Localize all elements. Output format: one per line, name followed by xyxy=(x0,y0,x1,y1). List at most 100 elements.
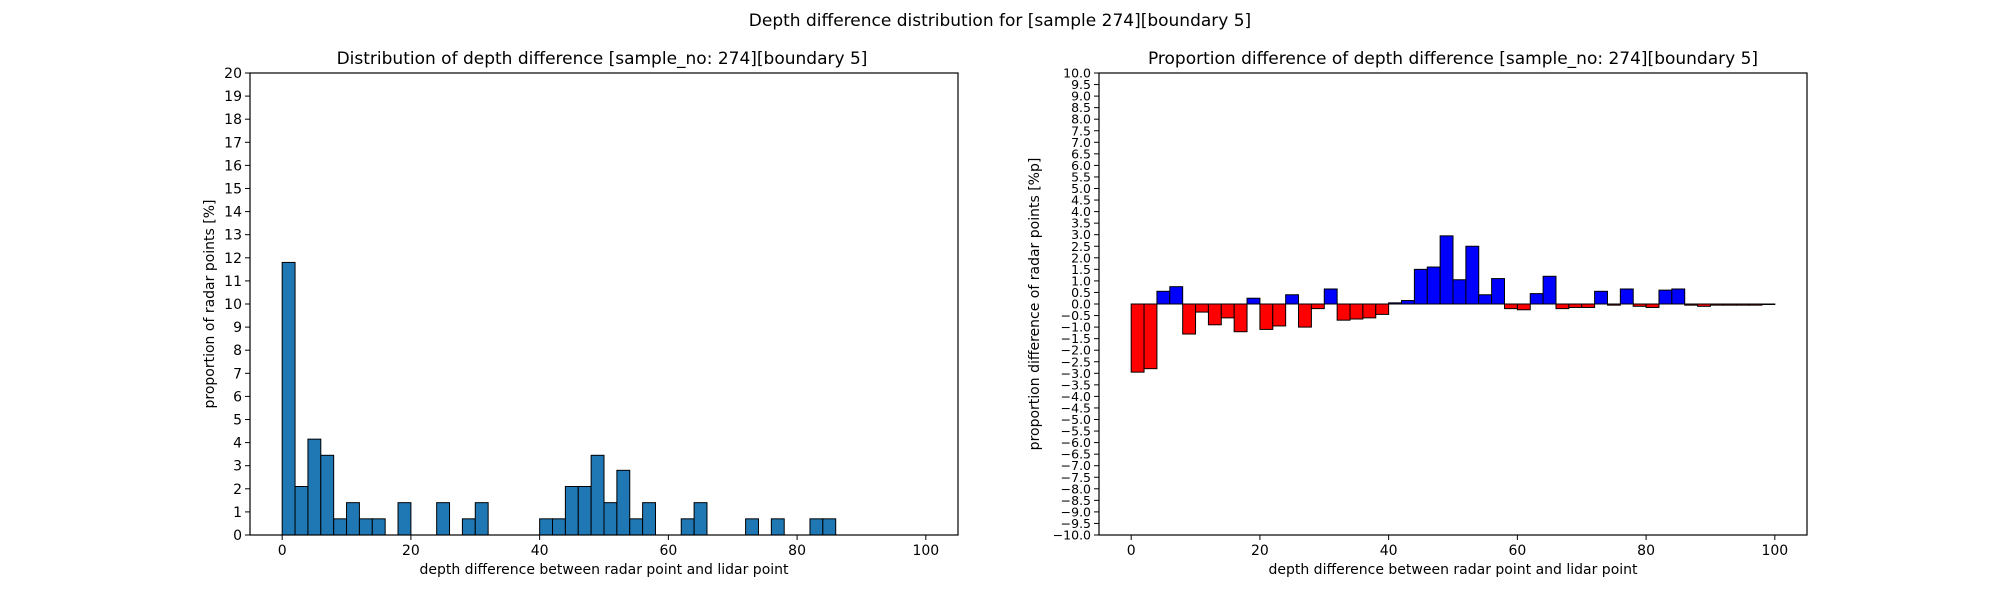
right-y-tick-label: −0.5 xyxy=(1061,308,1091,323)
right-y-tick-label: 5.0 xyxy=(1071,181,1091,196)
left-y-tick-label: 7 xyxy=(233,366,242,382)
right-bar xyxy=(1195,303,1209,313)
right-y-tick-label: 6.5 xyxy=(1071,146,1091,161)
right-y-tick-label: 0.0 xyxy=(1071,297,1091,312)
right-y-tick-label: −8.5 xyxy=(1061,493,1091,508)
right-x-tick-label: 60 xyxy=(1508,543,1526,559)
right-y-tick-label: −4.0 xyxy=(1061,389,1091,404)
right-y-tick-label: 10.0 xyxy=(1063,66,1091,81)
left-y-tick-label: 19 xyxy=(224,89,242,105)
right-y-tick-label: 7.0 xyxy=(1071,135,1091,150)
right-x-tick-label: 80 xyxy=(1637,543,1655,559)
right-bar xyxy=(1375,303,1390,315)
right-y-tick-label: 5.5 xyxy=(1071,169,1091,184)
right-bar xyxy=(1220,303,1235,319)
left-bar xyxy=(539,518,554,536)
left-bar xyxy=(577,485,592,536)
left-y-tick-label: 1 xyxy=(233,505,242,521)
left-bar xyxy=(358,518,373,536)
right-y-tick-label: −10.0 xyxy=(1053,528,1091,543)
right-bar xyxy=(1452,279,1467,305)
right-y-tick-label: −7.0 xyxy=(1061,458,1091,473)
right-bar xyxy=(1491,278,1505,305)
left-bar xyxy=(642,502,656,536)
right-bar xyxy=(1362,303,1377,319)
right-y-tick-label: 1.5 xyxy=(1071,262,1091,277)
right-y-tick-label: −1.0 xyxy=(1061,320,1091,335)
right-bar xyxy=(1143,303,1158,370)
right-y-tick-label: −4.5 xyxy=(1061,400,1091,415)
left-bar xyxy=(809,518,824,536)
right-x-tick-label: 20 xyxy=(1251,543,1269,559)
right-bar xyxy=(1169,286,1184,305)
left-bar xyxy=(822,518,837,536)
right-y-tick-label: 4.0 xyxy=(1071,204,1091,219)
right-bar xyxy=(1182,303,1197,335)
right-bar xyxy=(1349,303,1364,320)
right-x-tick-label: 100 xyxy=(1761,543,1788,559)
right-plot-area: 0 20 40 60 80 100 10.09.59.08.58.07.57.06.56.0… xyxy=(1053,66,1788,560)
right-chart: Proportion difference of depth differenc… xyxy=(1027,49,1808,578)
right-y-tick-label: 4.5 xyxy=(1071,193,1091,208)
left-y-tick-label: 3 xyxy=(233,459,242,475)
right-bar xyxy=(1259,303,1274,330)
left-bar xyxy=(770,518,785,536)
right-bar xyxy=(1658,289,1673,305)
left-chart-title: Distribution of depth difference [sample… xyxy=(337,49,868,69)
right-y-tick-label: −2.5 xyxy=(1061,354,1091,369)
right-bar xyxy=(1298,303,1312,328)
right-y-tick-label: 8.0 xyxy=(1071,112,1091,127)
left-y-tick-label: 20 xyxy=(224,66,242,82)
right-bar xyxy=(1697,303,1711,307)
left-y-tick-label: 6 xyxy=(233,389,242,405)
right-y-tick-label: −6.0 xyxy=(1061,435,1091,450)
right-bar xyxy=(1748,303,1763,306)
right-bar xyxy=(1735,303,1750,306)
left-x-axis-label: depth difference between radar point and… xyxy=(419,562,789,578)
left-y-tick-label: 18 xyxy=(224,112,242,128)
right-bar xyxy=(1272,303,1287,327)
left-y-tick-label: 12 xyxy=(224,251,242,267)
right-y-tick-label: −6.5 xyxy=(1061,447,1091,462)
left-y-tick-label: 8 xyxy=(233,343,242,359)
right-bar xyxy=(1388,302,1403,305)
left-axes-frame xyxy=(249,72,959,536)
right-y-tick-label: 2.5 xyxy=(1071,239,1091,254)
right-chart-title: Proportion difference of depth differenc… xyxy=(1148,49,1758,69)
right-y-tick-label: 3.5 xyxy=(1071,216,1091,231)
right-bar xyxy=(1401,300,1415,305)
left-bar xyxy=(333,518,348,536)
figure-title: Depth difference distribution for [sampl… xyxy=(749,11,1251,31)
right-y-tick-label: 6.0 xyxy=(1071,158,1091,173)
right-bar xyxy=(1632,303,1647,307)
right-y-tick-label: −8.0 xyxy=(1061,481,1091,496)
right-bar xyxy=(1323,288,1338,305)
left-y-tick-label: 0 xyxy=(233,528,242,544)
left-bar xyxy=(436,502,451,536)
right-bar xyxy=(1542,275,1557,305)
right-bar xyxy=(1503,303,1518,310)
left-x-tick-label: 40 xyxy=(531,543,549,559)
right-bar xyxy=(1207,303,1222,326)
right-bar xyxy=(1606,303,1621,306)
right-bar xyxy=(1709,303,1724,306)
left-bar xyxy=(603,502,618,536)
right-y-tick-label: −9.5 xyxy=(1061,516,1091,531)
right-y-tick-label: −1.5 xyxy=(1061,331,1091,346)
left-y-tick-label: 16 xyxy=(224,158,242,174)
right-y-tick-label: 3.0 xyxy=(1071,227,1091,242)
left-bar xyxy=(590,454,605,536)
left-bar xyxy=(461,518,476,536)
right-bar xyxy=(1581,303,1596,308)
left-bar xyxy=(564,485,579,536)
right-y-tick-label: −5.5 xyxy=(1061,424,1091,439)
right-bar xyxy=(1529,293,1544,305)
right-bar xyxy=(1555,303,1570,310)
right-bar xyxy=(1671,288,1686,305)
right-y-axis-label: proportion difference of radar points [%… xyxy=(1027,158,1043,451)
right-y-tick-label: −2.0 xyxy=(1061,343,1091,358)
left-bar xyxy=(680,518,695,536)
right-x-tick-label: 40 xyxy=(1380,543,1398,559)
left-y-tick-label: 15 xyxy=(224,182,242,198)
left-y-axis-label: proportion of radar points [%] xyxy=(202,199,218,408)
